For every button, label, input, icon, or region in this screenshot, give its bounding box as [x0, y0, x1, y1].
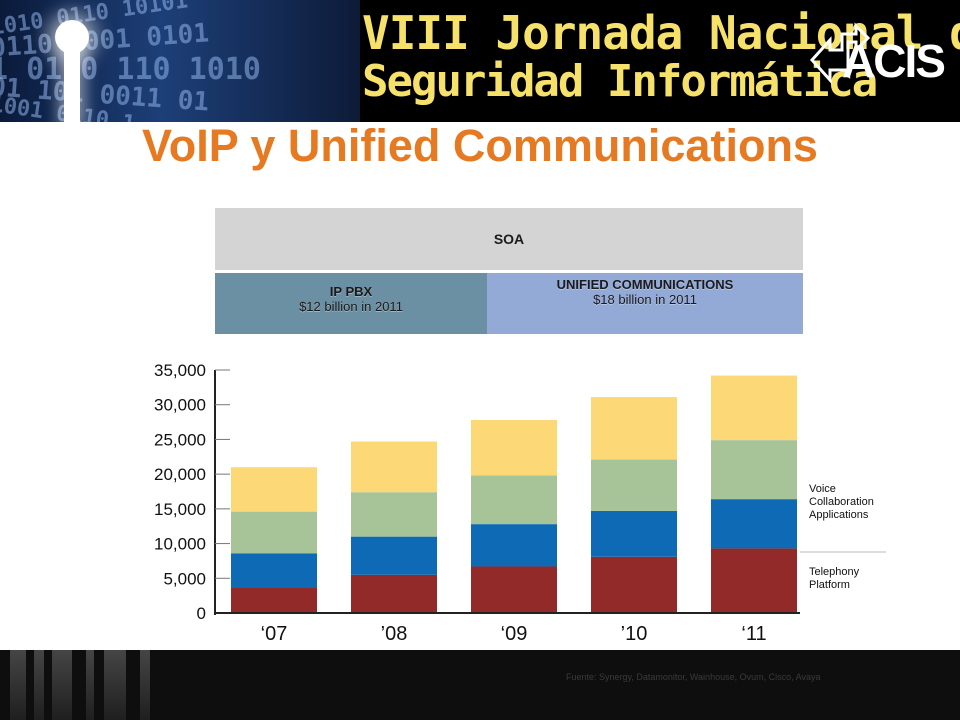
bar-segment: [471, 475, 557, 525]
legend-label: Applications: [809, 509, 869, 521]
ip-pbx-value: $12 billion in 2011: [299, 299, 403, 314]
legend-label: Voice: [809, 483, 836, 495]
legend-label: Platform: [809, 579, 850, 591]
page-title: VoIP y Unified Communications: [142, 120, 818, 171]
bar-segment: [471, 524, 557, 567]
bar-segment: [351, 492, 437, 537]
y-tick-label: 20,000: [154, 465, 206, 484]
event-title-line1: VIII Jornada Nacional de: [362, 6, 960, 60]
bar-segment: [711, 440, 797, 500]
logo-text: ACIS: [842, 35, 946, 87]
bar-segment: [351, 536, 437, 575]
bar-segment: [591, 556, 677, 613]
y-tick-label: 0: [197, 604, 206, 623]
x-tick-label: ‘07: [261, 623, 288, 645]
bar-segment: [351, 574, 437, 613]
bar-segment: [231, 553, 317, 589]
unified-communications-value: $18 billion in 2011: [593, 292, 697, 307]
y-tick-label: 25,000: [154, 430, 206, 449]
bar-segment: [711, 548, 797, 613]
arrow-icon: [809, 22, 871, 84]
bar-segment: [351, 441, 437, 493]
unified-communications-box: UNIFIED COMMUNICATIONS $18 billion in 20…: [487, 273, 803, 334]
bar-segment: [471, 419, 557, 476]
bar-segment: [231, 511, 317, 554]
bar-segment: [231, 588, 317, 613]
ip-pbx-box: IP PBX $12 billion in 2011: [215, 273, 487, 334]
ip-pbx-label: IP PBX: [329, 284, 373, 299]
y-tick-label: 35,000: [154, 361, 206, 380]
x-tick-label: ’08: [381, 623, 408, 645]
binary-keyhole-image: 1010 0110 10101 0110 1001 0101 1 0100 11…: [0, 0, 360, 122]
x-tick-label: ’10: [621, 623, 648, 645]
bar-segment: [471, 566, 557, 613]
footer-banner: [0, 650, 960, 720]
x-tick-label: ‘09: [501, 623, 528, 645]
keyhole-stem: [64, 44, 80, 122]
binary-row: 1 0100 110 1010: [0, 52, 261, 87]
bar-segment: [591, 459, 677, 511]
source-note: Fuente: Synergy, Datamonitor, Wainhouse,…: [566, 672, 821, 682]
bar-segment: [711, 375, 797, 441]
soa-box: SOA: [215, 208, 803, 270]
soa-label: SOA: [493, 231, 525, 247]
x-tick-label: ‘11: [741, 623, 766, 645]
bar-segment: [231, 467, 317, 512]
y-tick-label: 5,000: [163, 569, 206, 588]
bar-segment: [591, 397, 677, 460]
legend-label: Telephony: [809, 566, 860, 578]
y-tick-label: 30,000: [154, 396, 206, 415]
y-tick-label: 15,000: [154, 500, 206, 519]
bar-segment: [591, 510, 677, 557]
header-banner: 1010 0110 10101 0110 1001 0101 1 0100 11…: [0, 0, 960, 122]
y-tick-label: 10,000: [154, 535, 206, 554]
bar-segment: [711, 499, 797, 549]
event-title-line2: Seguridad Informática: [362, 56, 878, 107]
legend-label: Collaboration: [809, 496, 874, 508]
unified-communications-label: UNIFIED COMMUNICATIONS: [556, 277, 734, 292]
acis-logo: ACIS: [808, 20, 958, 100]
